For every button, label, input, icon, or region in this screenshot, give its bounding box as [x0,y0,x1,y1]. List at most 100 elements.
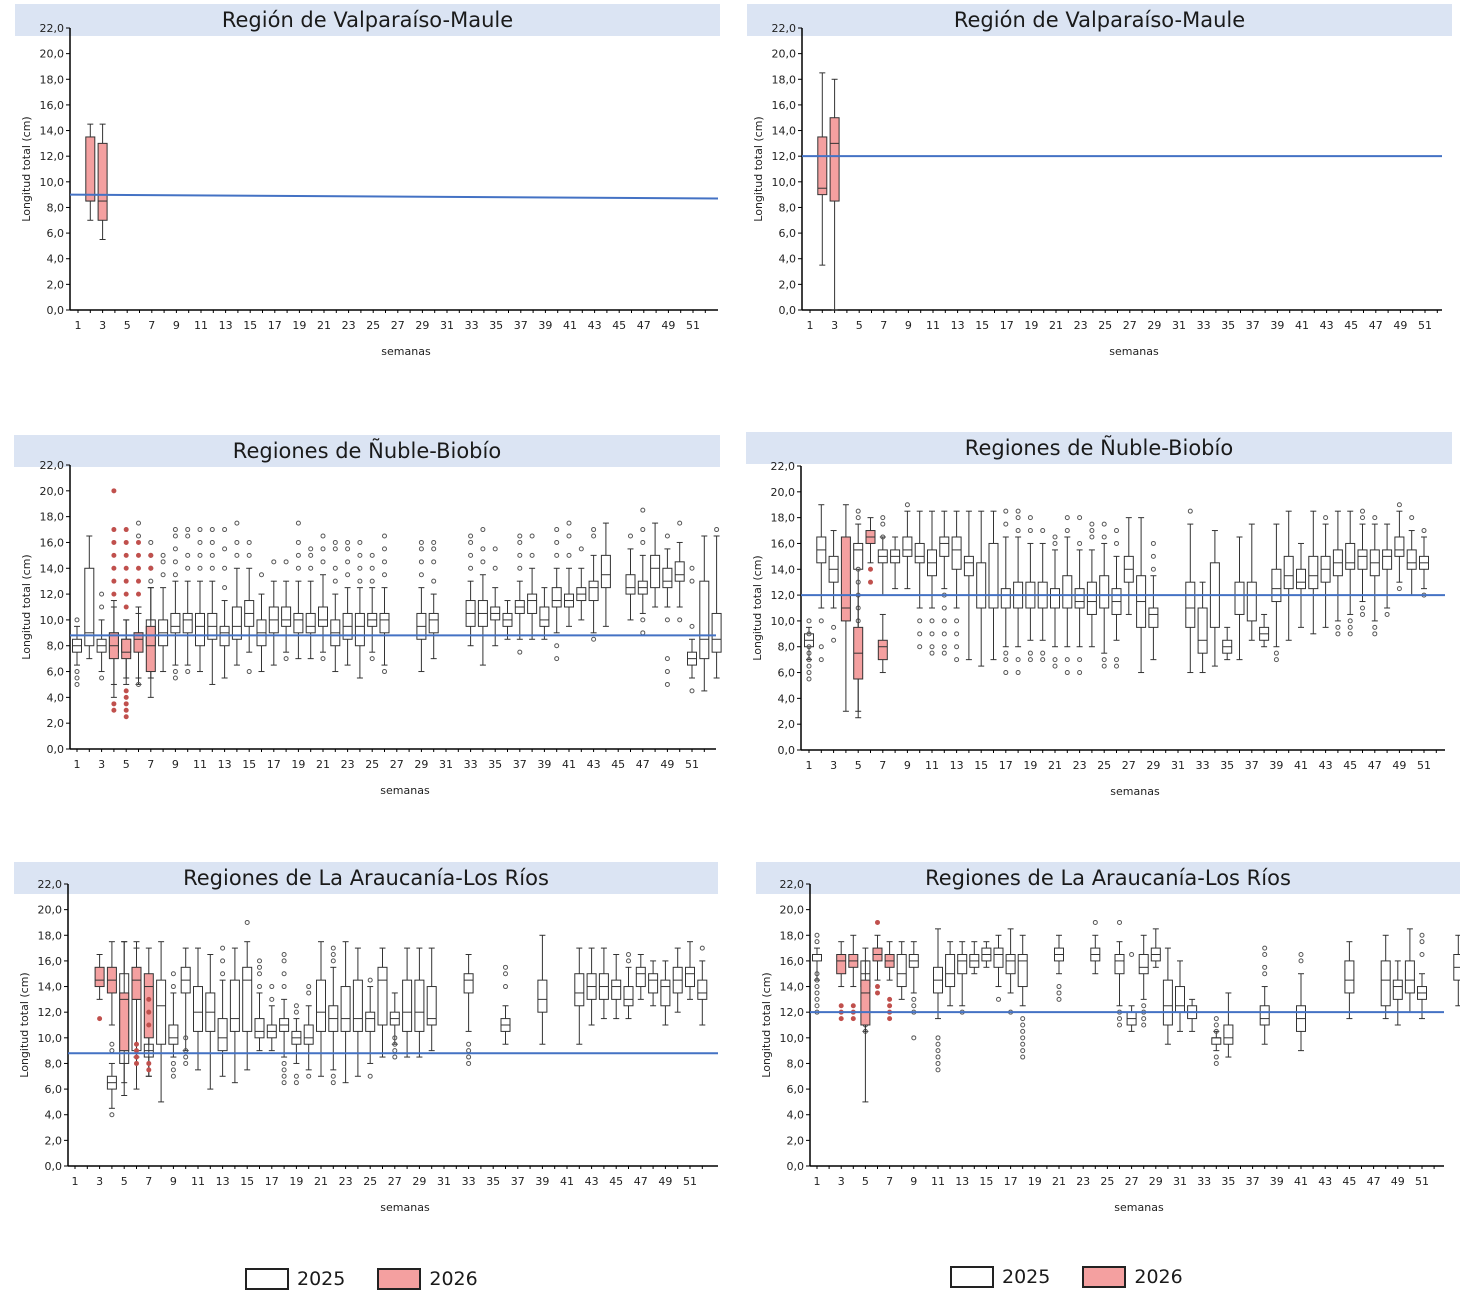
box-2025 [1126,952,1137,1032]
outlier-point [123,539,129,545]
box-2026 [145,552,156,698]
legend-swatch-2026 [377,1268,422,1290]
box-iqr [354,612,365,647]
outlier-point [468,533,474,539]
outlier-point [1052,534,1058,540]
x-tick-label: 29 [1147,319,1161,332]
outlier-point [111,527,117,533]
outlier-point [246,669,252,675]
outlier-point [814,932,820,938]
outlier-point [831,637,837,643]
x-tick-label: 13 [955,1175,969,1188]
x-tick-label: 17 [268,319,282,332]
outlier-point [850,1016,856,1022]
outlier-point [1040,657,1046,663]
outlier-point [503,964,508,970]
box-iqr [1345,542,1356,570]
x-tick-label: 47 [634,1175,648,1188]
y-tick-label: 6,0 [778,667,796,680]
box-iqr [168,1024,179,1045]
outlier-point [1262,945,1268,951]
outlier-point [148,578,154,584]
box-2025 [219,527,230,679]
outlier-point [123,688,129,694]
box-2025 [379,533,390,675]
box-2025 [354,539,365,679]
legend-label-2025: 2025 [1002,1266,1051,1288]
outlier-point [209,565,215,571]
outlier-point [320,559,326,565]
box-iqr [1259,1005,1270,1026]
outlier-point [1020,1048,1026,1054]
outlier-point [503,984,508,990]
outlier-point [941,650,947,656]
outlier-point [246,552,252,558]
box-2025 [1283,510,1294,641]
y-tick-label: 10,0 [780,1032,805,1045]
outlier-point [257,958,262,964]
outlier-point [875,990,880,996]
box-iqr [1234,581,1245,615]
box-2025 [1453,934,1460,1007]
box-2025 [1419,528,1429,598]
outlier-point [1064,657,1070,663]
box-2026 [106,941,117,1026]
box-iqr [963,555,974,577]
outlier-point [941,631,947,637]
box-iqr [812,954,822,962]
x-tick-label: 49 [1393,319,1407,332]
y-tick-label: 2,0 [45,1134,63,1147]
outlier-point [1027,650,1033,656]
legend-label-2026: 2026 [429,1268,478,1290]
box-2025 [193,947,203,1071]
box-2025 [477,527,488,666]
outlier-point [293,1003,299,1009]
outlier-point [392,1041,398,1047]
x-tick-label: 3 [838,1175,845,1188]
outlier-point [332,546,338,552]
x-tick-label: 31 [437,1175,451,1188]
box-2025 [1357,508,1368,617]
box-2025 [699,535,710,692]
outlier-point [935,1067,941,1073]
box-iqr [660,979,671,1007]
outlier-point [111,578,117,584]
outlier-point [1335,624,1341,630]
outlier-point [172,675,178,681]
outlier-point [480,559,486,565]
outlier-point [271,559,277,565]
outlier-point [1015,528,1021,534]
box-2025 [1175,960,1185,1032]
outlier-point [1064,515,1070,521]
y-tick-label: 20,0 [38,904,63,917]
box-iqr [293,612,304,634]
x-tick-label: 17 [265,1175,279,1188]
outlier-point [281,952,287,957]
outlier-point [295,552,301,558]
box-2025 [551,527,562,662]
outlier-point [1114,657,1119,663]
box-iqr [1357,549,1368,570]
y-tick-label: 18,0 [771,512,796,525]
outlier-point [554,643,560,649]
x-tick-label: 49 [658,1175,672,1188]
y-tick-label: 6,0 [47,666,65,679]
box-2025 [586,947,597,1026]
box-2025 [711,527,722,679]
outlier-point [136,552,141,558]
box-2025 [242,919,253,1071]
outlier-point [74,669,80,675]
x-tick-label: 21 [1052,1175,1066,1188]
outlier-point [1273,657,1279,663]
box-iqr [217,1018,228,1052]
box-iqr [829,117,840,202]
x-tick-label: 5 [123,758,130,771]
x-tick-label: 21 [1049,319,1063,332]
x-tick-label: 5 [855,759,862,772]
box-2025 [804,618,814,682]
outlier-point [330,1080,336,1086]
box-2026 [836,941,847,1022]
box-iqr [229,979,240,1032]
box-iqr [428,612,439,634]
y-tick-label: 16,0 [772,99,797,112]
